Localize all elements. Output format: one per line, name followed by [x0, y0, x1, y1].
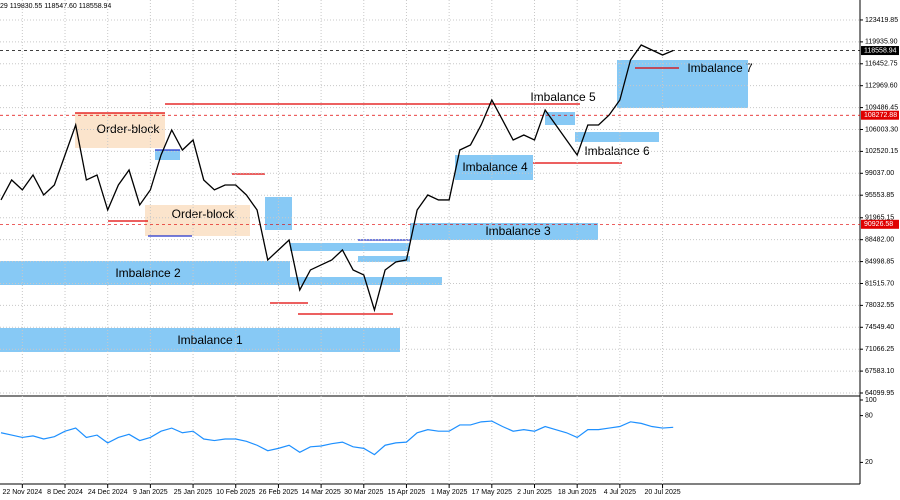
y-tick-label: 100	[865, 397, 877, 404]
annotation: Order-block	[172, 207, 236, 221]
x-tick-label: 10 Feb 2025	[216, 489, 255, 496]
zone	[575, 132, 659, 142]
y-tick-label: 67583.10	[865, 368, 894, 375]
price-tag	[861, 46, 899, 56]
zone	[0, 328, 400, 352]
y-tick-label: 64099.95	[865, 390, 894, 397]
y-tick-label: 88482.00	[865, 237, 894, 244]
y-tick-label: 109486.45	[865, 104, 898, 111]
price-tag	[861, 219, 899, 229]
x-tick-label: 26 Feb 2025	[259, 489, 298, 496]
x-tick-label: 2 Jun 2025	[517, 489, 552, 496]
x-tick-label: 14 Mar 2025	[301, 489, 340, 496]
x-tick-label: 17 May 2025	[472, 489, 513, 496]
price-line	[0, 420, 674, 456]
price-tag-label: 118558.94	[864, 47, 897, 54]
zone	[0, 261, 290, 285]
zone	[545, 112, 575, 125]
x-tick-label: 8 Dec 2024	[47, 489, 83, 496]
y-tick-label: 78032.55	[865, 302, 894, 309]
annotations: Imbalance 1 Imbalance 2 Imbalance 3 Imba…	[97, 61, 753, 347]
zone	[290, 243, 410, 251]
x-tick-label: 15 Apr 2025	[388, 489, 426, 496]
y-tick-label: 106003.30	[865, 126, 898, 133]
zone	[155, 150, 180, 160]
y-tick-label: 102520.15	[865, 148, 898, 155]
y-tick-label: 119935.90	[865, 39, 898, 46]
y-tick-label: 80	[865, 412, 873, 419]
x-tick-label: 24 Dec 2024	[88, 489, 128, 496]
drawings	[0, 60, 748, 352]
annotation: Order-block	[97, 122, 161, 136]
annotation: Imbalance 1	[177, 333, 243, 347]
y-tick-label: 84998.85	[865, 258, 894, 265]
zone	[410, 223, 598, 240]
y-tick-label: 123419.85	[865, 17, 898, 24]
y-tick-label: 91965.15	[865, 215, 894, 222]
y-tick-label: 81515.70	[865, 280, 894, 287]
annotation: Imbalance 7	[687, 61, 753, 75]
annotation: Imbalance 2	[115, 266, 181, 280]
x-tick-label: 4 Jul 2025	[604, 489, 636, 496]
order-block	[145, 205, 250, 236]
x-tick-label: 22 Nov 2024	[2, 489, 42, 496]
price-tag-label: 90926.58	[864, 221, 893, 228]
annotation: Imbalance 4	[462, 160, 528, 174]
annotation: Imbalance 6	[584, 144, 650, 158]
zone	[358, 256, 410, 262]
x-tick-label: 18 Jun 2025	[558, 489, 597, 496]
y-tick-label: 99037.00	[865, 170, 894, 177]
y-tick-label: 95553.85	[865, 192, 894, 199]
zone	[455, 155, 533, 180]
x-tick-label: 20 Jul 2025	[644, 489, 680, 496]
x-tick-label: 9 Jan 2025	[133, 489, 168, 496]
y-tick-label: 116452.75	[865, 61, 898, 68]
y-tick-label: 74549.40	[865, 324, 894, 331]
price-tag	[861, 110, 899, 120]
x-tick-label: 30 Mar 2025	[344, 489, 383, 496]
price-tag-label: 108272.88	[864, 112, 897, 119]
x-tick-label: 25 Jan 2025	[174, 489, 213, 496]
header: 29 119830.55 118547.60 118558.94	[0, 3, 111, 10]
y-tick-label: 112969.60	[865, 83, 898, 90]
order-block	[75, 113, 165, 148]
annotation: Imbalance 3	[485, 224, 551, 238]
y-tick-label: 71066.25	[865, 346, 894, 353]
annotation: Imbalance 5	[530, 90, 596, 104]
x-tick-label: 1 May 2025	[431, 489, 468, 496]
y-tick-label: 20	[865, 459, 873, 466]
price-line	[0, 44, 674, 313]
